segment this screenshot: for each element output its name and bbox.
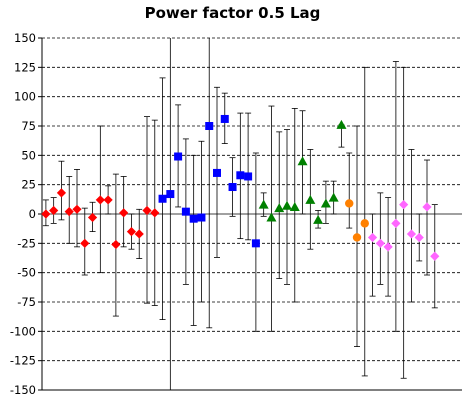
- data-point-diamond: [95, 195, 105, 205]
- y-tick-label: 75: [21, 119, 36, 133]
- data-point-diamond: [111, 239, 121, 250]
- data-point-diamond: [399, 200, 409, 210]
- data-point-circle: [352, 233, 362, 242]
- data-point-diamond: [72, 204, 82, 214]
- data-point-diamond: [87, 212, 98, 223]
- data-point-triangle: [297, 156, 308, 166]
- data-point-triangle: [289, 201, 300, 211]
- chart-title: Power factor 0.5 Lag: [144, 4, 321, 22]
- data-point-diamond: [406, 229, 417, 239]
- y-tick-label: 100: [14, 90, 36, 104]
- data-point-diamond: [375, 238, 385, 248]
- data-point-triangle: [328, 192, 339, 202]
- y-tick-label: 150: [14, 31, 36, 45]
- data-point-diamond: [367, 232, 378, 243]
- data-point-triangle: [258, 199, 269, 209]
- data-point-square: [189, 214, 198, 223]
- data-point-square: [181, 207, 190, 216]
- data-point-diamond: [414, 232, 424, 243]
- data-point-diamond: [150, 208, 160, 218]
- y-tick-label: 25: [21, 178, 36, 192]
- data-point-diamond: [422, 202, 432, 212]
- data-point-triangle: [305, 194, 316, 204]
- y-tick-label: -25: [17, 236, 36, 250]
- y-tick-label: -125: [10, 354, 36, 368]
- data-point-square: [205, 122, 214, 130]
- y-tick-label: 50: [21, 148, 36, 162]
- data-point-diamond: [430, 251, 440, 261]
- data-point-square: [236, 171, 245, 180]
- y-tick-label: -75: [17, 295, 36, 309]
- data-point-triangle: [320, 198, 331, 208]
- data-point-diamond: [64, 207, 74, 217]
- marker-layer: [41, 114, 440, 261]
- data-point-diamond: [103, 195, 113, 205]
- y-tick-label: 0: [29, 207, 36, 221]
- grid-layer: [42, 37, 462, 362]
- data-point-diamond: [134, 229, 144, 239]
- data-point-square: [174, 152, 183, 161]
- data-point-square: [220, 114, 229, 123]
- data-point-diamond: [56, 188, 67, 198]
- data-point-triangle: [266, 212, 277, 222]
- y-tick-label: 125: [14, 60, 36, 74]
- data-point-square: [197, 213, 206, 222]
- data-point-square: [213, 168, 221, 177]
- data-point-square: [228, 183, 237, 192]
- data-point-diamond: [49, 205, 59, 216]
- data-point-diamond: [383, 242, 393, 252]
- y-tick-label: -150: [10, 383, 36, 397]
- data-point-square: [244, 172, 253, 181]
- data-point-circle: [345, 199, 354, 208]
- data-point-square: [158, 194, 167, 203]
- y-tick-label: -100: [10, 324, 36, 338]
- data-point-square: [251, 239, 260, 248]
- data-point-diamond: [119, 208, 129, 218]
- y-tick-label: -50: [17, 266, 36, 280]
- data-point-diamond: [80, 238, 90, 248]
- data-point-square: [166, 190, 175, 199]
- data-point-triangle: [313, 214, 324, 224]
- data-point-triangle: [336, 119, 347, 129]
- data-point-circle: [360, 219, 369, 228]
- data-point-diamond: [391, 218, 401, 228]
- data-point-diamond: [41, 209, 51, 219]
- data-point-triangle: [274, 203, 285, 213]
- data-point-diamond: [126, 227, 137, 237]
- data-point-triangle: [282, 200, 292, 210]
- data-point-diamond: [142, 205, 152, 216]
